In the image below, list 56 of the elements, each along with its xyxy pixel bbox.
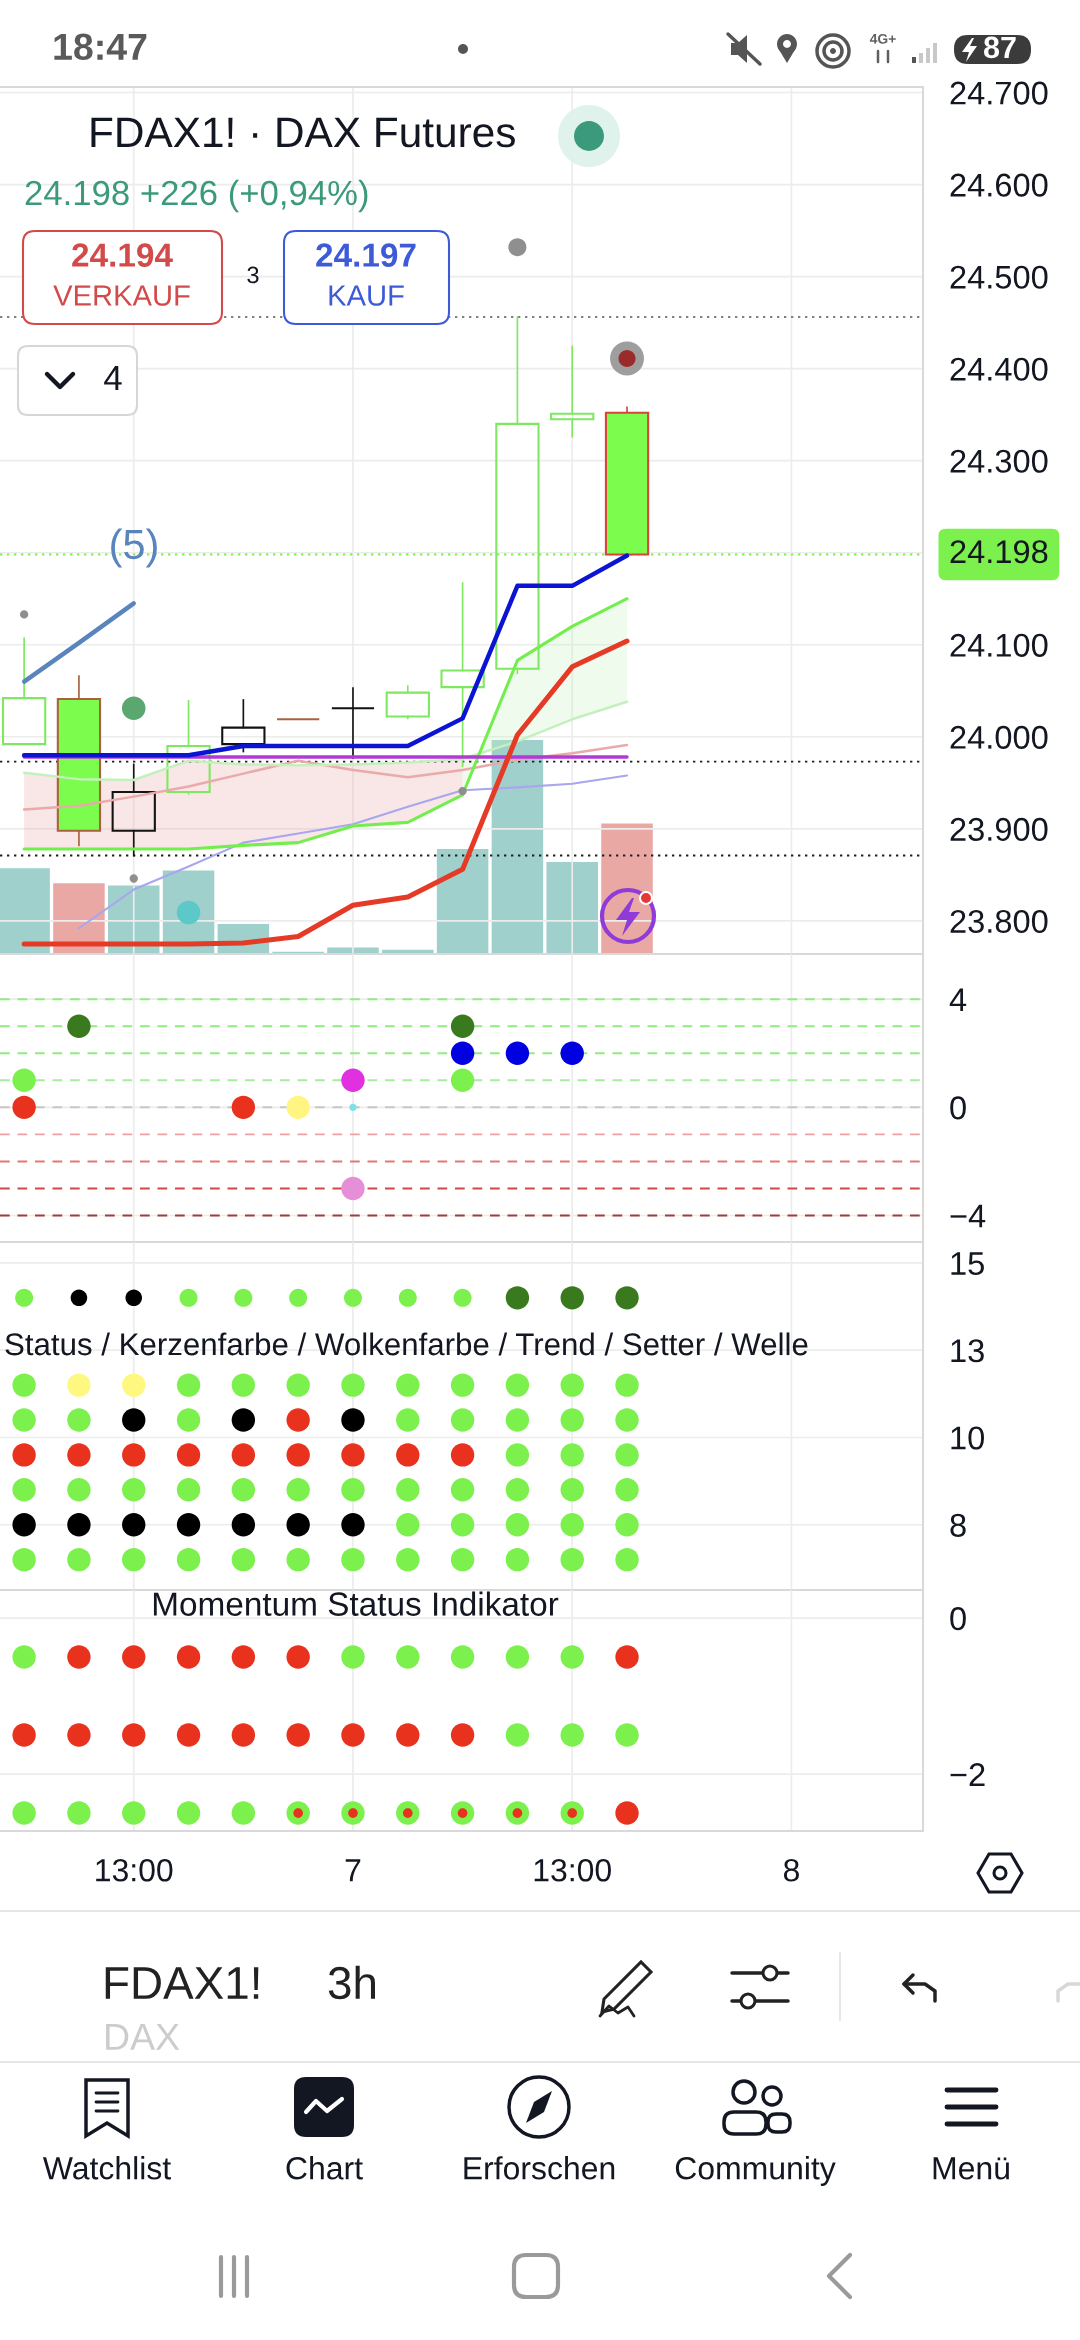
candlestick <box>111 763 156 857</box>
y-tick-label: 15 <box>951 1252 984 1276</box>
y-tick-label: 24.600 <box>950 173 1048 197</box>
annotation: 4 <box>104 366 122 390</box>
line-series <box>22 597 629 851</box>
text: 24.198 +226 (+0,94%) <box>25 179 368 213</box>
text: FDAX1! · DAX Futures <box>91 117 515 148</box>
text: Menü <box>933 2157 1009 2180</box>
line-series <box>77 774 629 930</box>
x-tick-label: 7 <box>345 1859 361 1882</box>
y-tick-label: 10 <box>951 1426 984 1450</box>
chart-title: Momentum Status Indikator <box>153 1591 559 1616</box>
text: FDAX1! <box>105 1967 259 1999</box>
y-tick-label: 0 <box>950 1096 966 1120</box>
text: Watchlist <box>42 2156 171 2180</box>
y-tick-label: −2 <box>950 1763 985 1786</box>
annotation: (5) <box>111 528 157 568</box>
x-tick-label: 8 <box>783 1858 799 1882</box>
bar <box>0 868 50 954</box>
bar <box>436 849 489 954</box>
annotation: KAUF <box>329 285 404 306</box>
y-tick-label: 24.700 <box>950 81 1048 105</box>
candlestick <box>56 675 102 847</box>
y-tick-label: 23.900 <box>950 817 1048 841</box>
y-tick-label: 24.100 <box>950 633 1048 657</box>
x-tick-label: 13:00 <box>96 1858 173 1882</box>
text: 18:47 <box>54 33 147 61</box>
y-tick-label: −4 <box>950 1204 986 1228</box>
text: Erforschen <box>464 2156 615 2180</box>
annotation: Status / Kerzenfarbe / Wolkenfarbe / Trend / Setter / Welle <box>5 1332 808 1356</box>
text: 4G+ <box>869 33 896 44</box>
y-tick-label: 23.800 <box>950 909 1048 934</box>
candlestick <box>550 345 595 438</box>
y-tick-label: 24.300 <box>950 449 1048 473</box>
line-series <box>22 700 629 782</box>
ref-line-label: 24.198 <box>950 540 1048 564</box>
y-tick-label: 13 <box>951 1339 984 1363</box>
candlestick <box>276 718 321 721</box>
annotation: VERKAUF <box>53 285 190 306</box>
y-tick-label: 4 <box>949 988 967 1011</box>
annotation: 24.197 <box>316 243 416 267</box>
bar <box>491 739 544 954</box>
candlestick <box>440 582 485 768</box>
annotation: 24.194 <box>72 243 173 267</box>
x-tick-label: 13:00 <box>534 1858 611 1882</box>
text: 87 <box>983 36 1016 59</box>
annotation: 3 <box>247 266 259 284</box>
y-tick-label: 0 <box>950 1607 966 1631</box>
y-tick-label: 24.000 <box>950 725 1048 749</box>
text: Community <box>675 2156 836 2186</box>
y-tick-label: 24.400 <box>950 357 1048 381</box>
text: 3h <box>328 1965 376 2000</box>
y-tick-label: 24.500 <box>950 265 1048 289</box>
candlestick <box>1 637 47 746</box>
text: Chart <box>286 2156 363 2180</box>
y-tick-label: 8 <box>950 1513 966 1537</box>
